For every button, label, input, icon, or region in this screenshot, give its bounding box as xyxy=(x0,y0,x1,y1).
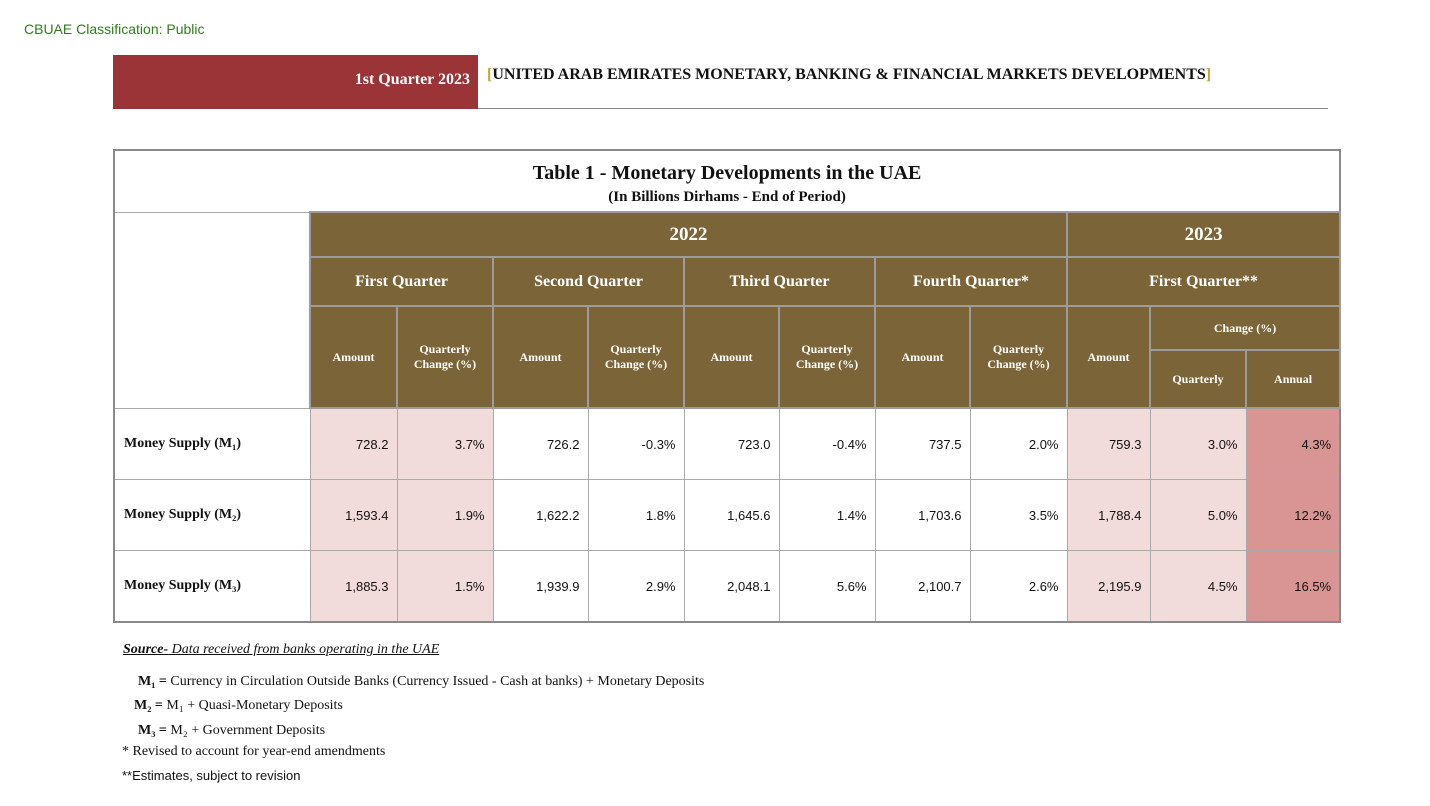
table-title-cell: Table 1 - Monetary Developments in the U… xyxy=(113,149,1341,213)
amount-header: Amount xyxy=(492,305,589,409)
report-title-text: UNITED ARAB EMIRATES MONETARY, BANKING &… xyxy=(492,66,1206,83)
monetary-table: Table 1 - Monetary Developments in the U… xyxy=(113,149,1342,623)
cell: 1,593.4 xyxy=(309,479,398,551)
amount-header: Amount xyxy=(874,305,971,409)
annual-header: Annual xyxy=(1244,349,1342,409)
cell: 2.6% xyxy=(969,550,1068,623)
qchange-line2: Change (%) xyxy=(604,357,668,371)
cell: 1.8% xyxy=(587,479,685,551)
cell: 5.6% xyxy=(778,550,876,623)
header-rule xyxy=(478,108,1328,109)
classification-label: CBUAE Classification: Public xyxy=(24,21,205,37)
cell: 2,195.9 xyxy=(1066,550,1151,623)
m1-label: M₁ = xyxy=(138,674,171,689)
cell: 12.2% xyxy=(1245,479,1341,551)
qchange-line1: Quarterly xyxy=(419,342,471,356)
qchange-line2: Change (%) xyxy=(413,357,477,371)
qchange-line1: Quarterly xyxy=(610,342,662,356)
qchange-line2: Change (%) xyxy=(987,357,1050,371)
cell: 728.2 xyxy=(309,407,398,480)
source-note-text: Source- Data received from banks operati… xyxy=(123,642,439,657)
revised-note: * Revised to account for year-end amendm… xyxy=(122,744,386,759)
cell: 4.3% xyxy=(1245,407,1341,480)
m3-definition: M₃ = M₂ + Government Deposits xyxy=(138,723,325,739)
cell: 1,788.4 xyxy=(1066,479,1151,551)
cell: 723.0 xyxy=(683,407,780,480)
row-label: Money Supply (M₃) xyxy=(113,550,311,623)
cell: 1,703.6 xyxy=(874,479,971,551)
quarter-header-q1-2022: First Quarter xyxy=(309,256,494,307)
quarter-header-q2-2022: Second Quarter xyxy=(492,256,685,307)
change-pct-header: Change (%) xyxy=(1148,305,1342,351)
cell: 1,645.6 xyxy=(683,479,780,551)
report-quarter: 1st Quarter 2023 xyxy=(354,71,470,88)
cell: 726.2 xyxy=(492,407,589,480)
quarter-header-q4-2022: Fourth Quarter* xyxy=(874,256,1068,307)
qchange-header: Quarterly Change (%) xyxy=(778,305,876,409)
row-label: Money Supply (M₁) xyxy=(113,407,311,480)
table-row: Money Supply (M₃) 1,885.3 1.5% 1,939.9 2… xyxy=(113,550,1341,623)
amount-header: Amount xyxy=(309,305,398,409)
year-header-2023: 2023 xyxy=(1065,211,1342,258)
cell: -0.3% xyxy=(587,407,685,480)
cell: 1.5% xyxy=(396,550,494,623)
cell: 2,100.7 xyxy=(874,550,971,623)
qchange-header: Quarterly Change (%) xyxy=(587,305,685,409)
source-text: Data received from banks operating in th… xyxy=(168,642,440,657)
cell: 16.5% xyxy=(1245,550,1341,623)
cell: 2.0% xyxy=(969,407,1068,480)
cell: 3.5% xyxy=(969,479,1068,551)
row-label: Money Supply (M₂) xyxy=(113,479,311,551)
qchange-header: Quarterly Change (%) xyxy=(969,305,1068,409)
source-note: Source- Data received from banks operati… xyxy=(123,642,439,658)
cell: 2,048.1 xyxy=(683,550,780,623)
table-row: Money Supply (M₁) 728.2 3.7% 726.2 -0.3%… xyxy=(113,407,1341,480)
cell: 3.0% xyxy=(1149,407,1247,480)
cell: 1.4% xyxy=(778,479,876,551)
header-band xyxy=(113,55,478,109)
qchange-line1: Quarterly xyxy=(801,342,853,356)
m2-label: M₂ = xyxy=(134,698,167,713)
qchange-header: Quarterly Change (%) xyxy=(396,305,494,409)
m2-text: M₁ + Quasi-Monetary Deposits xyxy=(166,698,343,713)
cell: 1.9% xyxy=(396,479,494,551)
amount-header: Amount xyxy=(683,305,780,409)
table-row: Money Supply (M₂) 1,593.4 1.9% 1,622.2 1… xyxy=(113,479,1341,551)
cell: 5.0% xyxy=(1149,479,1247,551)
quarter-header-q1-2023: First Quarter** xyxy=(1065,256,1342,307)
amount-header: Amount xyxy=(1066,305,1151,409)
m3-text: M₂ + Government Deposits xyxy=(170,723,326,738)
report-title: [UNITED ARAB EMIRATES MONETARY, BANKING … xyxy=(487,66,1211,84)
source-label: Source- xyxy=(123,642,169,657)
cell: 1,885.3 xyxy=(309,550,398,623)
m1-definition: M₁ = Currency in Circulation Outside Ban… xyxy=(138,674,704,690)
bracket-open: [ xyxy=(487,66,493,83)
cell: -0.4% xyxy=(778,407,876,480)
cell: 2.9% xyxy=(587,550,685,623)
year-header-2022: 2022 xyxy=(309,211,1068,258)
cell: 3.7% xyxy=(396,407,494,480)
bracket-close: ] xyxy=(1205,66,1212,83)
quarterly-header: Quarterly xyxy=(1149,349,1247,409)
cell: 737.5 xyxy=(874,407,971,480)
m3-label: M₃ = xyxy=(138,723,171,738)
cell: 1,939.9 xyxy=(492,550,589,623)
quarter-header-q3-2022: Third Quarter xyxy=(683,256,876,307)
cell: 1,622.2 xyxy=(492,479,589,551)
row-label-header xyxy=(113,211,311,409)
qchange-line1: Quarterly xyxy=(992,342,1045,356)
m1-text: Currency in Circulation Outside Banks (C… xyxy=(170,674,705,689)
cell: 4.5% xyxy=(1149,550,1247,623)
qchange-line2: Change (%) xyxy=(795,357,859,371)
m2-definition: M₂ = M₁ + Quasi-Monetary Deposits xyxy=(134,698,343,714)
cell: 759.3 xyxy=(1066,407,1151,480)
estimates-note: **Estimates, subject to revision xyxy=(122,768,301,783)
table-subtitle: (In Billions Dirhams - End of Period) xyxy=(608,189,846,205)
table-title: Table 1 - Monetary Developments in the U… xyxy=(532,162,922,184)
